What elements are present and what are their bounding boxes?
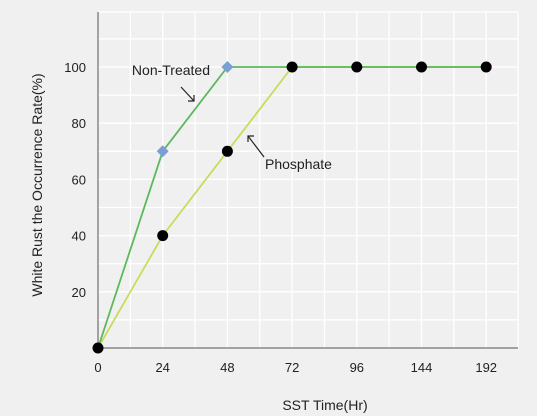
data-point-phosphate [92, 342, 104, 354]
data-point-phosphate [157, 230, 169, 242]
data-point-phosphate [351, 61, 363, 73]
y-tick-label: 60 [72, 172, 86, 187]
x-tick-label: 48 [220, 360, 234, 375]
x-axis-title: SST Time(Hr) [282, 397, 367, 413]
arrow-phosphate [247, 135, 265, 158]
x-tick-label: 72 [285, 360, 299, 375]
data-point-phosphate [221, 145, 233, 157]
x-tick-label: 192 [475, 360, 497, 375]
x-tick-label: 0 [94, 360, 101, 375]
data-point-non-treated [221, 61, 234, 73]
y-tick-label: 100 [64, 60, 86, 75]
axes: 20 40 60 80 100 0 24 48 72 96 144 192 [64, 12, 518, 375]
series [92, 61, 492, 354]
x-tick-label: 96 [350, 360, 364, 375]
data-point-phosphate [480, 61, 492, 73]
data-point-phosphate [416, 61, 427, 73]
annotation-non-treated: Non-Treated [132, 62, 210, 78]
y-axis-title: White Rust the Occurrence Rate(%) [29, 73, 45, 296]
arrow-non-treated [180, 86, 195, 102]
labels: SST Time(Hr) White Rust the Occurrence R… [29, 62, 368, 413]
annotation-phosphate: Phosphate [265, 156, 332, 172]
data-point-phosphate [286, 61, 298, 73]
data-point-non-treated [156, 145, 169, 158]
y-tick-label: 40 [72, 229, 86, 244]
y-tick-label: 80 [72, 116, 86, 131]
x-tick-label: 144 [411, 360, 433, 375]
x-tick-label: 24 [155, 360, 169, 375]
y-tick-label: 20 [72, 285, 86, 300]
grid [98, 11, 519, 348]
